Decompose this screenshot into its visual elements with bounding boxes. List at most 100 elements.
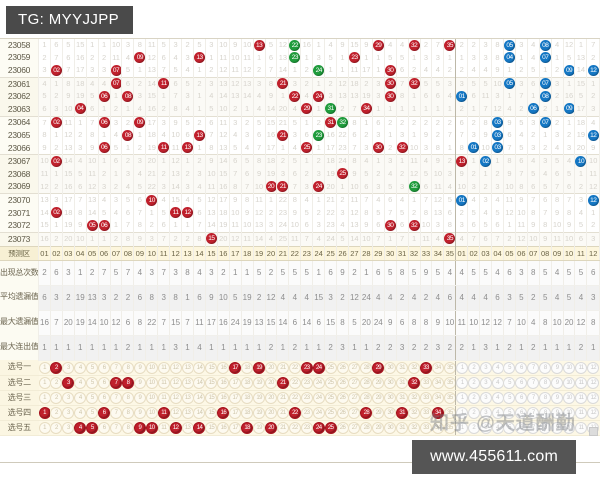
blue-pick-cell[interactable]: 9 <box>551 390 564 406</box>
red-pick-cell[interactable]: 26 <box>336 360 349 376</box>
red-hit-ball[interactable]: 29 <box>372 39 384 51</box>
period-label[interactable]: 23059 <box>0 51 39 65</box>
blue-pick-cell[interactable]: 1 <box>455 405 468 421</box>
hit-ball-cell[interactable]: 21 <box>276 76 290 91</box>
red-hit-ball[interactable]: 09 <box>134 117 145 129</box>
red-pick-cell[interactable]: 18 <box>241 405 254 421</box>
blue-pick-chip[interactable]: 6 <box>515 376 528 389</box>
red-pick-chip[interactable]: 3 <box>62 361 75 374</box>
blue-column-header[interactable]: 09 <box>551 245 564 261</box>
red-pick-cell[interactable]: 27 <box>348 420 361 436</box>
blue-pick-chip[interactable]: 1 <box>456 376 468 389</box>
hit-ball-cell[interactable]: 22 <box>288 39 302 52</box>
red-pick-chip[interactable]: 4 <box>74 406 87 419</box>
hit-ball-cell[interactable]: 32 <box>408 219 421 233</box>
red-hit-ball[interactable]: 06 <box>98 219 110 231</box>
red-pick-chip[interactable]: 17 <box>229 406 242 419</box>
red-pick-chip-selected[interactable]: 9 <box>133 421 146 434</box>
red-pick-cell[interactable]: 9 <box>133 375 146 391</box>
red-hit-ball[interactable]: 10 <box>146 194 157 206</box>
red-pick-chip[interactable]: 27 <box>348 406 361 419</box>
red-pick-cell[interactable]: 23 <box>300 360 313 376</box>
red-pick-cell[interactable]: 1 <box>38 360 51 376</box>
red-pick-chip[interactable]: 25 <box>324 406 337 419</box>
blue-pick-chip[interactable]: 6 <box>515 391 528 404</box>
blue-pick-chip[interactable]: 7 <box>527 391 540 404</box>
hit-ball-cell[interactable]: 13 <box>253 39 266 52</box>
blue-column-header[interactable]: 05 <box>503 245 516 261</box>
red-pick-cell[interactable]: 5 <box>86 390 99 406</box>
red-pick-cell[interactable]: 24 <box>312 405 325 421</box>
red-column-header[interactable]: 26 <box>336 245 349 261</box>
red-pick-chip[interactable]: 12 <box>169 361 182 374</box>
red-pick-chip[interactable]: 9 <box>133 376 146 389</box>
blue-pick-cell[interactable]: 2 <box>467 375 480 391</box>
red-pick-cell[interactable]: 3 <box>62 405 75 421</box>
red-pick-chip-selected[interactable]: 18 <box>241 421 254 434</box>
red-pick-chip[interactable]: 18 <box>241 391 254 404</box>
blue-pick-chip[interactable]: 8 <box>539 421 552 434</box>
red-pick-chip[interactable]: 13 <box>181 376 194 389</box>
red-hit-ball[interactable]: 35 <box>444 233 455 245</box>
red-pick-cell[interactable]: 33 <box>420 360 432 376</box>
red-pick-cell[interactable]: 26 <box>336 405 349 421</box>
hit-ball-cell[interactable]: 02 <box>479 154 493 168</box>
red-pick-cell[interactable]: 26 <box>336 420 349 436</box>
red-pick-cell[interactable]: 19 <box>253 405 266 421</box>
hit-ball-cell[interactable]: 06 <box>98 219 111 233</box>
hit-ball-cell[interactable]: 05 <box>86 219 99 233</box>
red-pick-cell[interactable]: 2 <box>50 405 63 421</box>
hit-ball-cell[interactable]: 10 <box>574 154 588 168</box>
hit-ball-cell[interactable]: 25 <box>300 141 314 155</box>
red-pick-chip[interactable]: 6 <box>98 376 111 389</box>
red-pick-chip[interactable]: 34 <box>431 391 444 404</box>
blue-hit-ball[interactable]: 05 <box>503 39 515 51</box>
red-pick-cell[interactable]: 11 <box>157 375 170 391</box>
red-pick-cell[interactable]: 20 <box>265 405 277 421</box>
red-pick-cell[interactable]: 34 <box>431 390 444 406</box>
blue-hit-ball[interactable]: 10 <box>575 155 586 167</box>
red-pick-chip-selected[interactable]: 20 <box>265 421 277 434</box>
hit-ball-cell[interactable]: 07 <box>110 64 123 78</box>
hit-ball-cell[interactable]: 04 <box>74 102 87 117</box>
red-pick-chip[interactable]: 7 <box>110 421 122 434</box>
red-pick-chip[interactable]: 30 <box>384 391 397 404</box>
red-column-header[interactable]: 20 <box>265 245 278 261</box>
red-pick-chip[interactable]: 21 <box>276 406 289 419</box>
red-pick-cell[interactable]: 11 <box>157 390 170 406</box>
red-hit-ball[interactable]: 06 <box>98 117 110 129</box>
red-pick-cell[interactable]: 26 <box>336 390 349 406</box>
red-pick-chip[interactable]: 2 <box>50 376 63 389</box>
blue-pick-chip[interactable]: 10 <box>563 406 575 419</box>
red-pick-chip[interactable]: 32 <box>408 421 420 434</box>
red-pick-chip[interactable]: 35 <box>443 361 455 374</box>
red-hit-ball[interactable]: 06 <box>98 90 110 102</box>
red-hit-ball[interactable]: 30 <box>384 90 396 102</box>
red-pick-cell[interactable]: 32 <box>408 360 420 376</box>
red-column-header[interactable]: 08 <box>121 245 135 261</box>
red-pick-chip[interactable]: 11 <box>157 391 170 404</box>
red-hit-ball[interactable]: 15 <box>205 233 217 245</box>
red-pick-cell[interactable]: 31 <box>396 420 409 436</box>
red-pick-chip[interactable]: 8 <box>121 391 134 404</box>
red-hit-ball[interactable]: 13 <box>456 155 467 167</box>
red-hit-ball[interactable]: 13 <box>193 129 205 141</box>
blue-pick-chip[interactable]: 11 <box>574 406 587 419</box>
red-column-header[interactable]: 01 <box>38 245 51 261</box>
red-pick-chip-selected[interactable]: 28 <box>360 406 373 419</box>
red-pick-chip[interactable]: 19 <box>253 391 266 404</box>
pick-row-label[interactable]: 选号一 <box>0 360 39 376</box>
period-label[interactable]: 23060 <box>0 64 39 78</box>
red-pick-cell[interactable]: 21 <box>276 420 289 436</box>
hit-ball-cell[interactable]: 02 <box>50 206 63 220</box>
hit-ball-cell[interactable]: 01 <box>467 141 481 155</box>
period-label[interactable]: 23064 <box>0 115 39 130</box>
red-pick-cell[interactable]: 12 <box>169 405 182 421</box>
blue-pick-chip[interactable]: 2 <box>467 406 480 419</box>
hit-ball-cell[interactable]: 15 <box>205 231 218 246</box>
red-pick-chip-selected[interactable]: 33 <box>420 361 432 374</box>
blue-pick-chip[interactable]: 8 <box>539 361 552 374</box>
blue-pick-cell[interactable]: 8 <box>539 420 552 436</box>
period-label[interactable]: 23071 <box>0 206 39 220</box>
red-pick-cell[interactable]: 30 <box>384 420 397 436</box>
